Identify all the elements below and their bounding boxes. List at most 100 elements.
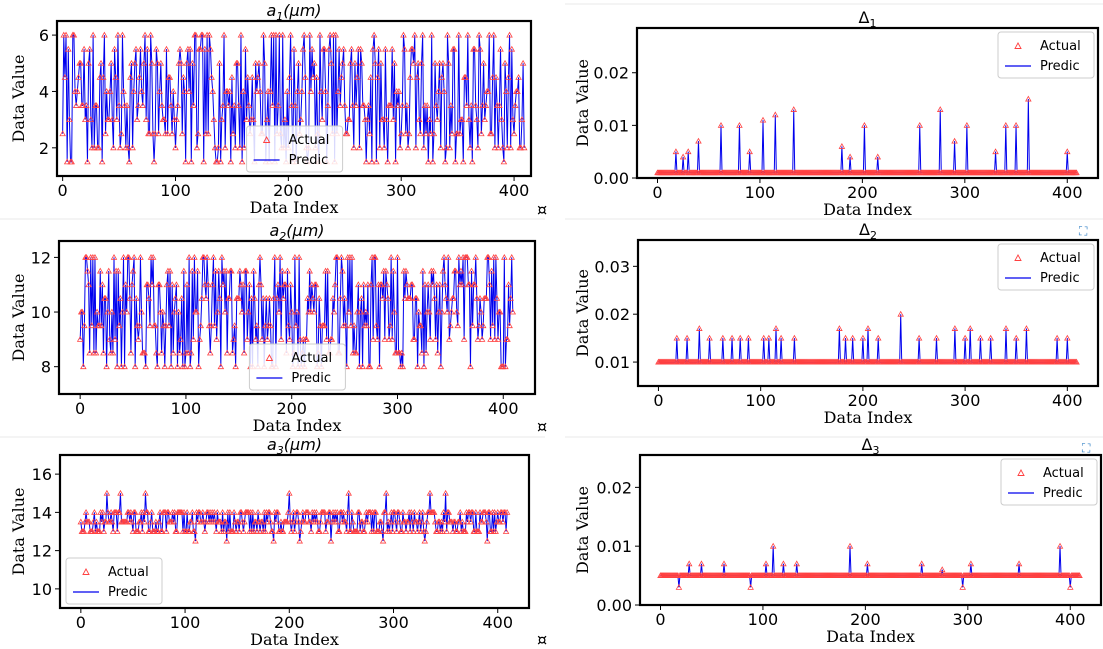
actual-point	[119, 31, 126, 38]
actual-point	[476, 294, 484, 301]
actual-point	[217, 363, 225, 370]
actual-point	[204, 281, 212, 288]
actual-point	[324, 267, 331, 274]
actual-point	[284, 267, 291, 274]
actual-point	[395, 88, 403, 94]
actual-point	[441, 281, 449, 288]
actual-point	[717, 121, 725, 128]
actual-point	[441, 158, 449, 165]
move-icon[interactable]: ¤	[537, 630, 547, 649]
actual-point	[846, 153, 854, 160]
actual-point	[103, 363, 110, 370]
actual-point	[336, 528, 343, 534]
actual-point	[306, 31, 314, 38]
actual-point	[164, 130, 171, 137]
actual-point	[98, 518, 105, 525]
actual-point	[403, 102, 411, 108]
actual-point	[961, 334, 969, 341]
actual-point	[474, 335, 482, 342]
actual-point	[182, 158, 189, 165]
actual-point	[370, 31, 378, 38]
fullscreen-icon[interactable]: ⛶	[1081, 441, 1091, 455]
actual-point	[186, 363, 194, 370]
actual-point	[148, 281, 156, 288]
actual-point	[494, 144, 502, 151]
actual-point	[142, 363, 150, 370]
actual-point	[241, 144, 248, 151]
actual-point	[431, 518, 439, 525]
actual-point	[113, 363, 121, 370]
actual-point	[414, 363, 421, 370]
actual-point	[378, 281, 385, 288]
actual-point	[194, 518, 201, 525]
actual-point	[358, 294, 365, 301]
actual-point	[200, 158, 207, 165]
actual-point	[762, 560, 770, 567]
actual-point	[283, 518, 291, 525]
actual-point	[259, 294, 267, 301]
actual-point	[240, 528, 247, 534]
actual-point	[85, 59, 92, 66]
actual-point	[171, 308, 178, 315]
actual-point	[312, 281, 320, 288]
actual-point	[105, 116, 113, 123]
actual-point	[769, 542, 777, 549]
fullscreen-icon[interactable]: ⛶	[1078, 224, 1088, 238]
actual-point	[439, 59, 447, 66]
actual-point	[966, 325, 974, 331]
actual-point	[685, 560, 693, 567]
y-tick-label: 0.02	[596, 478, 632, 497]
actual-point	[108, 518, 116, 525]
actual-point	[110, 253, 118, 260]
x-tick-label: 0	[58, 181, 68, 200]
actual-point	[353, 528, 361, 534]
actual-point	[140, 59, 148, 66]
actual-point	[106, 88, 114, 94]
panel-a3: a3(μm) 0 100 200 300 400 10 12 14 16 Data Index Dat…	[9, 435, 531, 649]
actual-point	[168, 130, 176, 137]
actual-point	[112, 73, 119, 80]
actual-point	[325, 45, 333, 52]
actual-point	[1056, 542, 1064, 549]
actual-point	[170, 518, 177, 525]
actual-point	[295, 518, 302, 525]
actual-point	[358, 59, 365, 66]
actual-point	[381, 144, 388, 151]
actual-point	[519, 59, 527, 66]
actual-point	[256, 88, 264, 94]
legend: Actual Predic	[997, 31, 1095, 79]
move-icon[interactable]: ¤	[537, 200, 547, 219]
actual-point	[301, 518, 309, 525]
actual-point	[84, 267, 91, 274]
actual-point	[332, 31, 340, 38]
actual-point	[351, 59, 359, 66]
actual-point	[188, 158, 195, 165]
actual-point	[350, 322, 358, 329]
actual-point	[439, 528, 446, 534]
actual-point	[448, 308, 455, 315]
actual-point	[246, 281, 253, 288]
actual-point	[368, 158, 376, 165]
actual-point	[210, 253, 217, 260]
actual-point	[352, 102, 360, 108]
actual-point	[377, 59, 385, 66]
actual-point	[363, 322, 371, 329]
actual-point	[141, 31, 149, 38]
move-icon[interactable]: ¤	[537, 417, 547, 436]
actual-point	[791, 334, 798, 341]
actual-point	[464, 31, 472, 38]
actual-point	[128, 518, 136, 525]
actual-point	[195, 363, 202, 370]
legend-label-actual: Actual	[108, 565, 149, 580]
actual-point	[469, 322, 476, 329]
actual-point	[362, 158, 370, 165]
actual-point	[348, 45, 355, 52]
actual-point	[384, 294, 392, 301]
actual-point	[455, 31, 463, 38]
actual-point	[239, 88, 247, 94]
actual-point	[234, 518, 242, 525]
x-tick-label: 0	[652, 183, 662, 202]
actual-point	[339, 267, 346, 274]
actual-point	[258, 518, 266, 525]
actual-point	[443, 528, 450, 534]
